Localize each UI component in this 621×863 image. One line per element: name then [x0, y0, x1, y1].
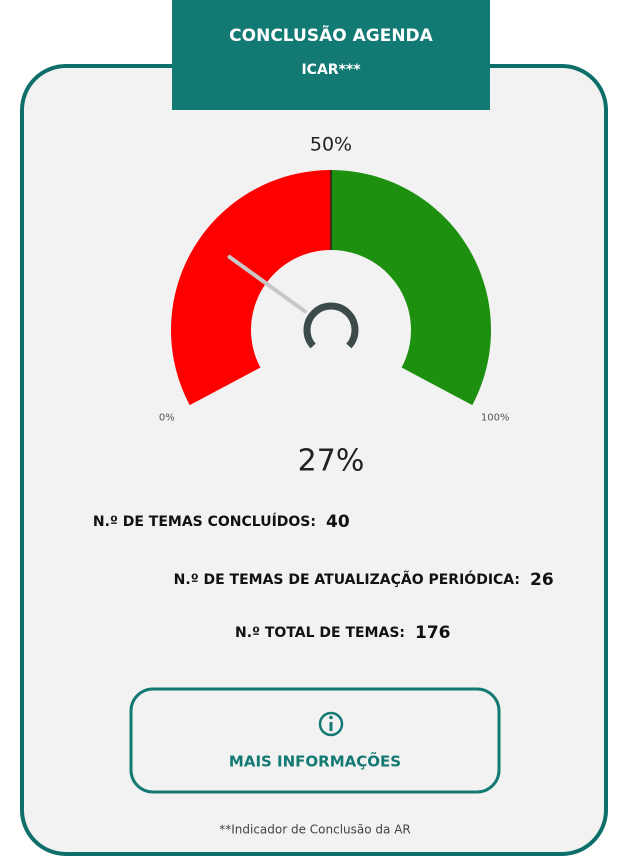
more-info-button[interactable]: MAIS INFORMAÇÕES: [129, 687, 501, 794]
stat-row: N.º DE TEMAS CONCLUÍDOS: 40: [93, 512, 350, 532]
gauge-tick-label: 0%: [159, 412, 175, 423]
button-label[interactable]: MAIS INFORMAÇÕES: [229, 752, 401, 771]
stat-label: N.º DE TEMAS CONCLUÍDOS:: [93, 513, 316, 530]
gauge-tick-label: 100%: [481, 412, 510, 423]
info-icon-stem: [329, 722, 333, 731]
header-title: CONCLUSÃO AGENDA: [229, 23, 433, 46]
stat-label: N.º DE TEMAS DE ATUALIZAÇÃO PERIÓDICA:: [174, 570, 520, 588]
gauge-needle: [227, 255, 308, 314]
gauge-tick-label: 50%: [310, 134, 352, 156]
stat-value: 40: [326, 512, 350, 532]
stat-row: N.º TOTAL DE TEMAS: 176: [235, 623, 450, 643]
stat-label: N.º TOTAL DE TEMAS:: [235, 625, 405, 641]
stat-value: 26: [530, 570, 554, 590]
button-frame[interactable]: [129, 687, 501, 794]
footnote: **Indicador de Conclusão da AR: [219, 823, 411, 837]
header-box: [172, 0, 490, 110]
stat-value: 176: [415, 623, 451, 643]
stat-row: N.º DE TEMAS DE ATUALIZAÇÃO PERIÓDICA: 2…: [174, 570, 554, 590]
gauge-hub: [303, 302, 359, 349]
gauge-segment: [170, 170, 331, 406]
gauge-value: 27%: [298, 444, 365, 479]
info-icon-dot: [329, 715, 333, 720]
gauge-segment: [331, 170, 491, 406]
gauge: 0% 50% 100%: [159, 134, 510, 424]
header-title: ICAR***: [301, 62, 361, 78]
info-icon[interactable]: [318, 711, 344, 737]
